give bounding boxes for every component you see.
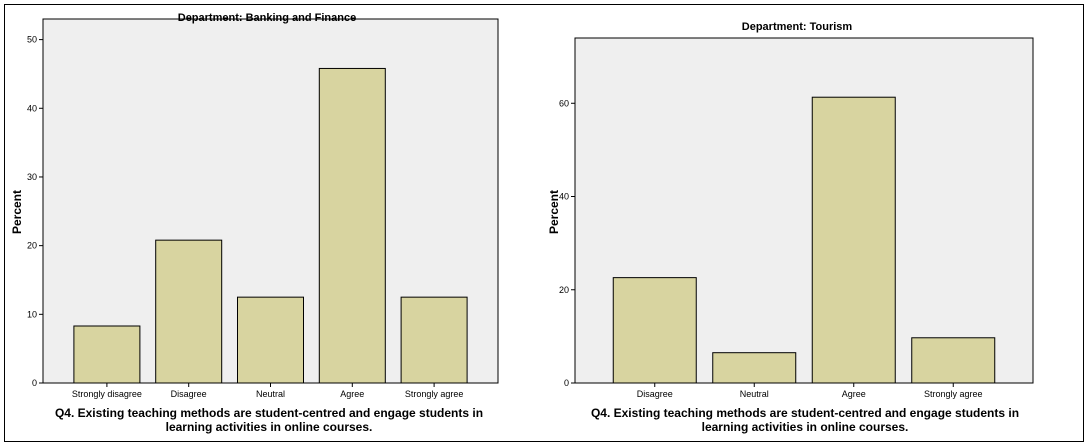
y-tick-label: 30: [27, 172, 37, 182]
y-tick-label: 20: [559, 285, 569, 295]
bar-strongly-disagree: [73, 325, 141, 384]
bar-disagree: [155, 239, 223, 384]
y-tick-label: 20: [27, 241, 37, 251]
y-tick-label: 60: [559, 98, 569, 108]
chart-tourism: Department: Tourism Percent Q4. Existing…: [547, 21, 1034, 434]
x-axis-label-line-1: Q4. Existing teaching methods are studen…: [591, 406, 1019, 420]
y-tick-label: 0: [564, 378, 569, 388]
x-tick-label: Agree: [842, 389, 866, 399]
bar-neutral: [237, 296, 304, 384]
x-axis-label-line-2: learning activities in online courses.: [702, 420, 909, 434]
bar-agree: [318, 67, 386, 384]
x-axis-label-line-1: Q4. Existing teaching methods are studen…: [55, 406, 483, 420]
chart-title: Department: Tourism: [742, 21, 853, 33]
x-tick-label: Strongly agree: [405, 389, 464, 399]
bar-strongly-agree: [400, 296, 468, 384]
bar-neutral: [712, 352, 797, 384]
y-tick-label: 10: [27, 309, 37, 319]
y-tick-label: 40: [27, 103, 37, 113]
chart-title: Department: Banking and Finance: [178, 12, 356, 24]
x-tick-label: Disagree: [171, 389, 207, 399]
x-tick-label: Strongly disagree: [72, 389, 142, 399]
y-tick-label: 0: [32, 378, 37, 388]
figure-frame: Department: Banking and Finance Percent …: [4, 4, 1084, 442]
charts-canvas: Department: Banking and Finance Percent …: [10, 12, 1034, 434]
x-tick-label: Neutral: [256, 389, 285, 399]
x-tick-label: Strongly agree: [924, 389, 983, 399]
x-tick-label: Neutral: [740, 389, 769, 399]
y-tick-label: 50: [27, 35, 37, 45]
x-tick-label: Agree: [340, 389, 364, 399]
bar-agree: [811, 96, 896, 384]
y-axis-label: Percent: [547, 190, 561, 234]
bar-strongly-agree: [911, 337, 996, 384]
y-axis-label: Percent: [10, 190, 24, 234]
chart-banking-finance: Department: Banking and Finance Percent …: [10, 12, 499, 434]
x-axis-label-line-2: learning activities in online courses.: [166, 420, 373, 434]
bar-disagree: [612, 277, 697, 384]
y-tick-label: 40: [559, 192, 569, 202]
x-tick-label: Disagree: [637, 389, 673, 399]
